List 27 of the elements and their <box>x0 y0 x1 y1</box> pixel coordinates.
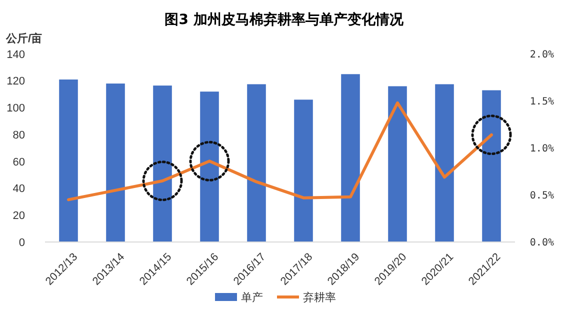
legend-label: 单产 <box>241 290 263 304</box>
y-tick-label: 100 <box>6 102 25 115</box>
y-tick-label: 20 <box>12 210 25 222</box>
bar <box>59 80 78 242</box>
legend-label: 弃耕率 <box>303 290 336 304</box>
y-tick-label: 0 <box>18 236 25 249</box>
y2-tick-label: 0.0% <box>530 238 554 248</box>
bar <box>388 86 407 242</box>
chart-title: 图3 加州皮马棉弃耕率与单产变化情况 <box>164 11 404 28</box>
y-tick-label: 80 <box>12 129 25 142</box>
y-tick-label: 140 <box>6 48 25 61</box>
y-tick-label: 60 <box>12 156 25 168</box>
bar <box>200 92 219 242</box>
bar <box>435 84 454 242</box>
y-axis-title: 公斤/亩 <box>5 32 42 45</box>
y2-tick-label: 1.5% <box>530 96 554 108</box>
y2-tick-label: 2.0% <box>530 50 554 60</box>
y-tick-label: 120 <box>6 76 25 88</box>
y2-tick-label: 1.0% <box>530 144 554 154</box>
y2-tick-label: 0.5% <box>530 190 554 202</box>
bar <box>247 84 266 242</box>
y-tick-label: 40 <box>12 183 25 196</box>
bar <box>482 90 501 242</box>
bar <box>341 74 360 242</box>
bar <box>153 86 172 242</box>
bar <box>294 100 313 242</box>
bar <box>106 84 125 242</box>
